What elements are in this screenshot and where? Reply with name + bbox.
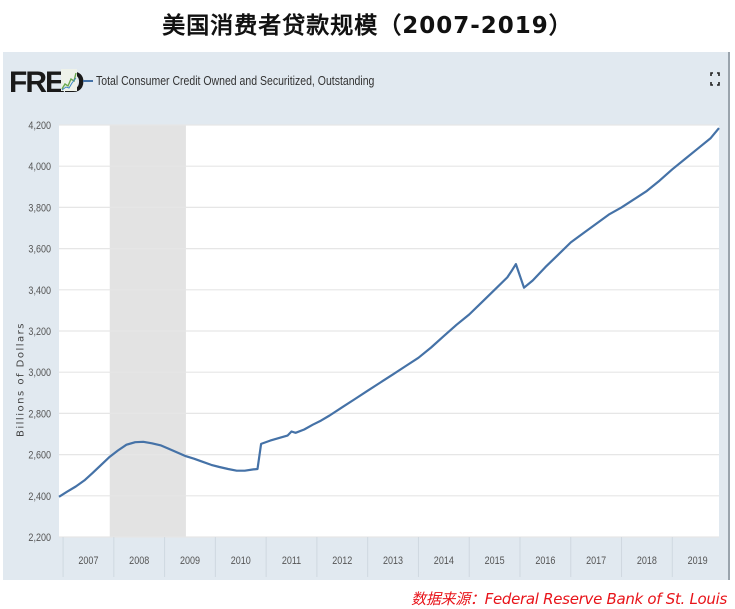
- x-tick-label: 2019: [688, 555, 708, 567]
- x-tick-label: 2017: [586, 555, 606, 567]
- series-line[interactable]: [58, 127, 720, 498]
- y-tick-label: 3,200: [28, 326, 51, 338]
- legend-label: Total Consumer Credit Owned and Securiti…: [96, 74, 375, 88]
- gridlines: [59, 124, 719, 538]
- x-tick-label: 2013: [383, 555, 403, 567]
- x-tick-label: 2014: [434, 555, 454, 567]
- y-tick-label: 3,800: [28, 203, 51, 215]
- x-tick-label: 2018: [637, 555, 657, 567]
- x-tick-label: 2010: [231, 555, 251, 567]
- y-tick-label: 2,600: [28, 450, 51, 462]
- y-tick-label: 4,000: [28, 161, 51, 173]
- page-title: 美国消费者贷款规模（2007-2019）: [162, 13, 573, 39]
- x-tick-label: 2016: [535, 555, 555, 567]
- fred-sparkline-icon: [61, 69, 77, 91]
- x-tick-label: 2012: [332, 555, 352, 567]
- x-tick-label: 2007: [78, 555, 98, 567]
- x-tick-label: 2015: [485, 555, 505, 567]
- y-tick-label: 2,800: [28, 409, 51, 421]
- y-tick-label: 3,400: [28, 285, 51, 297]
- legend-swatch: [83, 80, 93, 82]
- legend[interactable]: Total Consumer Credit Owned and Securiti…: [83, 74, 427, 88]
- x-tick-label: 2009: [180, 555, 200, 567]
- y-tick-label: 2,400: [28, 491, 51, 503]
- source-note: 数据来源：Federal Reserve Bank of St. Louis: [411, 590, 727, 608]
- y-tick-label: 3,000: [28, 367, 51, 379]
- y-tick-label: 4,200: [28, 120, 51, 132]
- fullscreen-icon[interactable]: [710, 72, 720, 86]
- y-tick-label: 2,200: [28, 532, 51, 544]
- x-axis-tick-labels: 2007 2008 2009 2010 2011 2012 2013 2014 2015 2016…: [78, 555, 708, 567]
- x-tick-label: 2011: [282, 555, 302, 567]
- x-axis-ticks: [62, 537, 673, 577]
- y-axis-tick-labels: 2,200 2,400 2,600 2,800 3,000 3,200 3,400 3,600…: [28, 120, 51, 544]
- y-tick-label: 3,600: [28, 244, 51, 256]
- x-tick-label: 2008: [129, 555, 149, 567]
